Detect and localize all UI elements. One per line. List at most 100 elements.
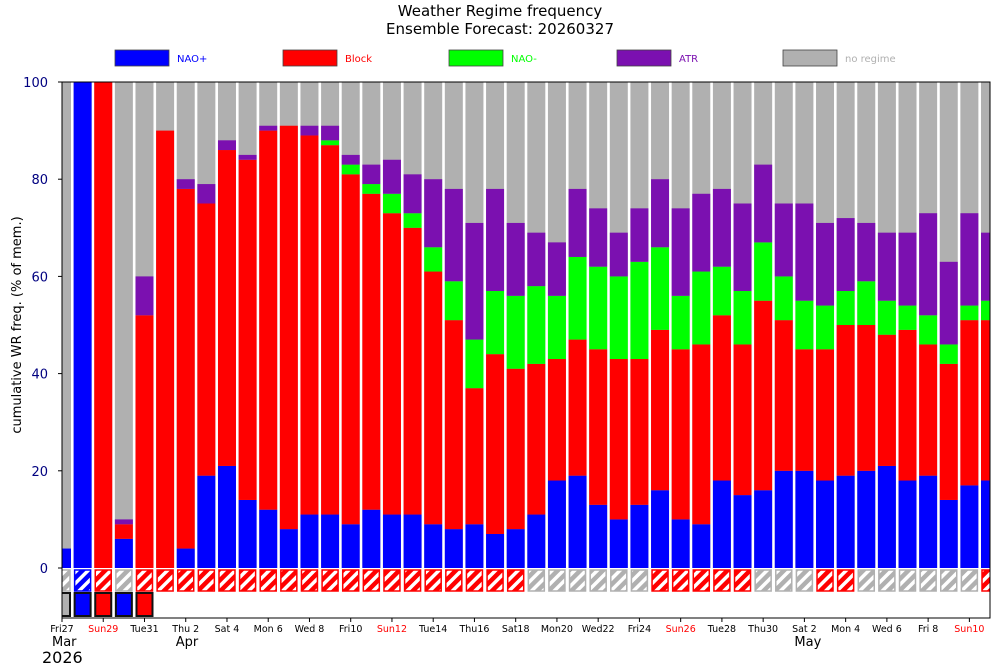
bar-nao_plus	[362, 509, 381, 568]
bar-block	[382, 213, 401, 515]
x-tick-label: Sun29	[88, 624, 118, 635]
legend-swatch-none	[782, 49, 838, 67]
legend-label-none: no regime	[845, 54, 896, 65]
bar-nao_plus	[217, 465, 236, 568]
bar-block	[341, 174, 360, 525]
bar-nao_minus	[919, 315, 938, 345]
bar-nao_plus	[712, 480, 731, 568]
bar-atr	[321, 125, 340, 141]
bar-nao_minus	[506, 295, 525, 369]
bar-nao_plus	[692, 524, 711, 568]
bar-nao_plus	[73, 82, 92, 568]
analysis-regime-box	[135, 592, 154, 617]
forecast-regime-box	[259, 569, 277, 592]
bar-atr	[816, 222, 835, 306]
bar-block	[506, 368, 525, 530]
bar-atr	[465, 222, 484, 340]
chart-title: Weather Regime frequency	[398, 2, 603, 20]
bar-nao_plus	[630, 504, 649, 568]
bar-block	[774, 320, 793, 471]
bar-nao_minus	[341, 164, 360, 175]
x-tick-label: Wed22	[582, 624, 615, 635]
bar-block	[733, 344, 752, 496]
bar-nao_plus	[486, 533, 505, 568]
bar-atr	[259, 125, 278, 131]
bar-atr	[877, 232, 896, 301]
bar-block	[114, 524, 133, 539]
bar-atr	[857, 222, 876, 282]
bar-block	[424, 271, 443, 525]
y-tick-label: 0	[40, 562, 48, 577]
plot-frame	[61, 81, 991, 619]
x-tick-label: Tue28	[707, 624, 736, 635]
bar-nao_plus	[114, 538, 133, 568]
x-tick-label: Tue14	[418, 624, 447, 635]
bar-block	[919, 344, 938, 476]
bar-nao_plus	[754, 490, 773, 568]
bar-nao_plus	[300, 514, 319, 568]
bar-atr	[362, 164, 381, 185]
forecast-regime-box	[94, 569, 112, 592]
bar-block	[547, 359, 566, 481]
bar-nao_plus	[816, 480, 835, 568]
bar-nao_minus	[836, 290, 855, 325]
bar-block	[712, 315, 731, 481]
bar-nao_plus	[877, 465, 896, 568]
forecast-regime-box	[940, 569, 958, 592]
bar-nao_plus	[197, 475, 216, 568]
bar-atr	[135, 276, 154, 316]
x-tick-label: Mon20	[541, 624, 573, 635]
x-tick-label: Sun26	[666, 624, 696, 635]
x-tick-label: Fri 8	[918, 624, 938, 635]
bar-nao_plus	[321, 514, 340, 568]
bar-block	[217, 150, 236, 466]
bar-atr	[712, 188, 731, 267]
forecast-regime-box	[506, 569, 525, 592]
forecast-regime-box	[197, 569, 216, 592]
bar-atr	[939, 261, 958, 345]
forecast-regime-box	[816, 569, 834, 592]
bar-atr	[424, 179, 443, 248]
bar-atr	[568, 188, 587, 257]
bar-atr	[486, 188, 505, 291]
bar-atr	[692, 193, 711, 272]
x-tick-label: Wed 6	[872, 624, 902, 635]
x-tick-label: Sat 4	[215, 624, 240, 635]
bar-nao_plus	[382, 514, 401, 568]
bar-nao_minus	[651, 247, 670, 330]
legend-swatch-nao_plus	[114, 49, 170, 67]
legend-swatch-nao_minus	[448, 49, 504, 67]
bar-block	[135, 315, 154, 568]
bar-block	[197, 203, 216, 476]
bar-block	[176, 188, 195, 549]
bar-block	[692, 344, 711, 525]
x-tick-label: Sun10	[954, 624, 984, 635]
bar-block	[939, 363, 958, 500]
x-tick-label: Fri27	[50, 624, 73, 635]
bar-block	[362, 193, 381, 510]
forecast-regime-box	[671, 569, 690, 592]
bar-block	[671, 349, 690, 520]
bar-nao_minus	[527, 286, 546, 364]
x-tick-label: Thu30	[747, 624, 778, 635]
x-tick-label: Sat 2	[792, 624, 817, 635]
month-label: Apr	[176, 635, 199, 650]
month-label: Mar	[52, 635, 77, 650]
bar-nao_minus	[877, 300, 896, 335]
bar-nao_minus	[960, 305, 979, 321]
forecast-regime-box	[713, 569, 731, 592]
legend-label-nao_plus: NAO+	[177, 54, 207, 65]
bar-atr	[754, 164, 773, 243]
bar-nao_minus	[589, 266, 608, 350]
forecast-regime-box	[795, 569, 814, 592]
bar-nao_plus	[733, 495, 752, 568]
bar-block	[279, 125, 298, 530]
legend-label-atr: ATR	[679, 54, 698, 65]
bar-block	[403, 227, 422, 515]
bar-block	[981, 320, 990, 481]
bar-nao_minus	[671, 295, 690, 350]
bar-atr	[981, 232, 990, 301]
bar-nao_plus	[341, 524, 360, 568]
y-axis-label: cumulative WR freq. (% of mem.)	[10, 216, 25, 433]
bar-block	[321, 145, 340, 515]
